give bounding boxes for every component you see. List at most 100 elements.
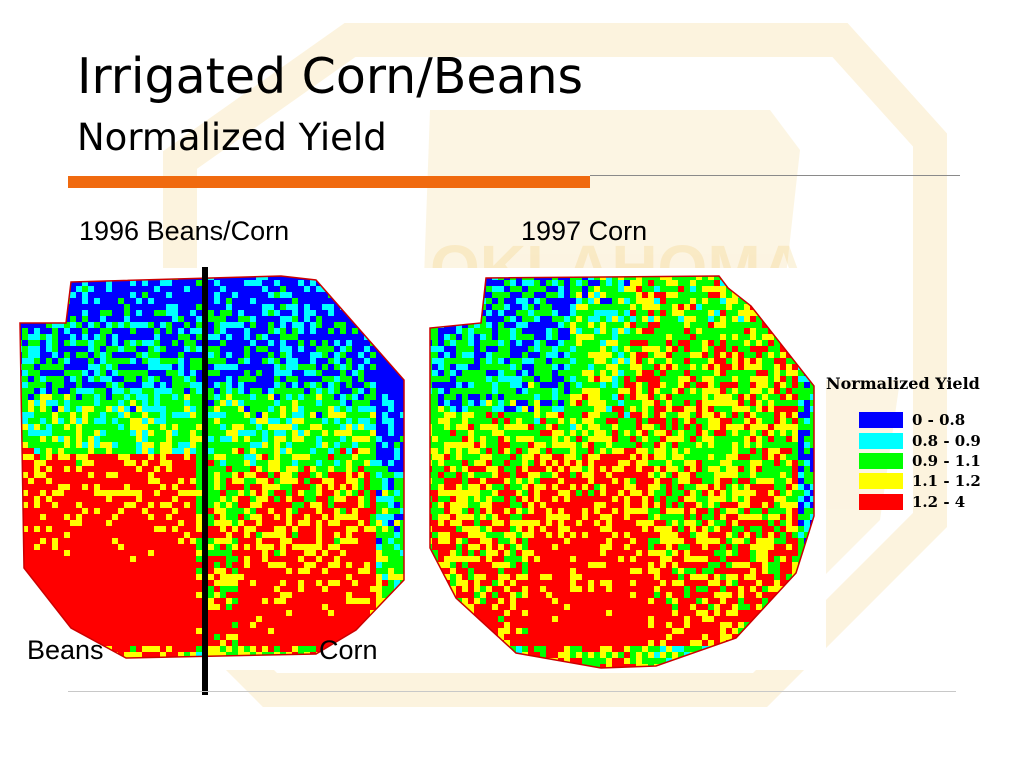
yield-cell <box>190 280 196 286</box>
yield-cell <box>64 424 70 430</box>
yield-cell <box>358 580 364 586</box>
yield-cell <box>322 304 328 310</box>
yield-cell <box>352 562 358 568</box>
yield-cell <box>256 412 262 418</box>
yield-cell <box>394 592 400 598</box>
yield-cell <box>250 628 256 634</box>
yield-cell <box>400 604 404 610</box>
yield-cell <box>244 550 250 556</box>
yield-cell <box>334 448 340 454</box>
yield-cell <box>244 562 250 568</box>
yield-cell <box>124 304 130 310</box>
yield-cell <box>226 316 232 322</box>
yield-cell <box>46 276 52 280</box>
yield-cell <box>64 276 70 280</box>
yield-cell <box>444 280 450 286</box>
yield-cell <box>34 550 40 556</box>
yield-cell <box>214 352 220 358</box>
yield-cell <box>352 550 358 556</box>
yield-cell <box>552 304 558 310</box>
yield-cell <box>88 598 94 604</box>
yield-cell <box>768 298 774 304</box>
yield-cell <box>280 658 286 664</box>
yield-cell <box>130 568 136 574</box>
yield-cell <box>154 496 160 502</box>
yield-cell <box>268 430 274 436</box>
yield-cell <box>94 502 100 508</box>
yield-cell <box>58 276 64 280</box>
yield-cell <box>238 568 244 574</box>
yield-cell <box>130 616 136 622</box>
yield-cell <box>304 508 310 514</box>
yield-cell <box>322 586 328 592</box>
yield-cell <box>504 310 510 316</box>
yield-cell <box>274 466 280 472</box>
yield-cell <box>762 286 768 292</box>
yield-cell <box>208 460 214 466</box>
yield-cell <box>28 526 34 532</box>
yield-cell <box>256 346 262 352</box>
yield-cell <box>184 454 190 460</box>
yield-cell <box>316 304 322 310</box>
yield-cell <box>20 490 22 496</box>
yield-cell <box>346 442 352 448</box>
yield-cell <box>606 292 612 298</box>
yield-cell <box>268 658 274 664</box>
yield-cell <box>166 466 172 472</box>
yield-cell <box>136 544 142 550</box>
yield-cell <box>394 472 400 478</box>
yield-cell <box>286 310 292 316</box>
yield-cell <box>292 394 298 400</box>
yield-cell <box>600 292 606 298</box>
yield-cell <box>94 490 100 496</box>
yield-cell <box>388 424 394 430</box>
yield-cell <box>226 364 232 370</box>
yield-cell <box>130 472 136 478</box>
yield-cell <box>274 436 280 442</box>
yield-cell <box>70 304 76 310</box>
yield-cell <box>606 316 612 322</box>
yield-cell <box>136 394 142 400</box>
yield-cell <box>58 502 64 508</box>
yield-cell <box>310 496 316 502</box>
yield-cell <box>352 490 358 496</box>
yield-cell <box>274 412 280 418</box>
yield-cell <box>118 394 124 400</box>
yield-cell <box>316 628 322 634</box>
yield-cell <box>364 346 370 352</box>
yield-cell <box>400 418 404 424</box>
yield-cell <box>394 598 400 604</box>
yield-cell <box>20 550 22 556</box>
yield-cell <box>226 616 232 622</box>
yield-cell <box>594 304 600 310</box>
yield-cell <box>124 610 130 616</box>
yield-cell <box>364 490 370 496</box>
yield-cell <box>20 460 22 466</box>
yield-cell <box>112 376 118 382</box>
yield-cell <box>340 298 346 304</box>
yield-cell <box>142 322 148 328</box>
yield-cell <box>702 286 708 292</box>
yield-cell <box>238 502 244 508</box>
yield-cell <box>142 556 148 562</box>
yield-cell <box>268 304 274 310</box>
yield-cell <box>70 334 76 340</box>
yield-cell <box>328 472 334 478</box>
yield-cell <box>136 370 142 376</box>
yield-cell <box>28 628 34 634</box>
yield-cell <box>322 514 328 520</box>
yield-cell <box>334 388 340 394</box>
yield-cell <box>364 538 370 544</box>
yield-cell <box>358 556 364 562</box>
yield-cell <box>172 322 178 328</box>
yield-cell <box>20 334 22 340</box>
yield-cell <box>178 454 184 460</box>
yield-cell <box>160 364 166 370</box>
yield-cell <box>322 382 328 388</box>
yield-cell <box>34 508 40 514</box>
yield-cell <box>166 424 172 430</box>
yield-cell <box>334 358 340 364</box>
yield-cell <box>118 538 124 544</box>
yield-cell <box>376 376 382 382</box>
yield-cell <box>310 472 316 478</box>
